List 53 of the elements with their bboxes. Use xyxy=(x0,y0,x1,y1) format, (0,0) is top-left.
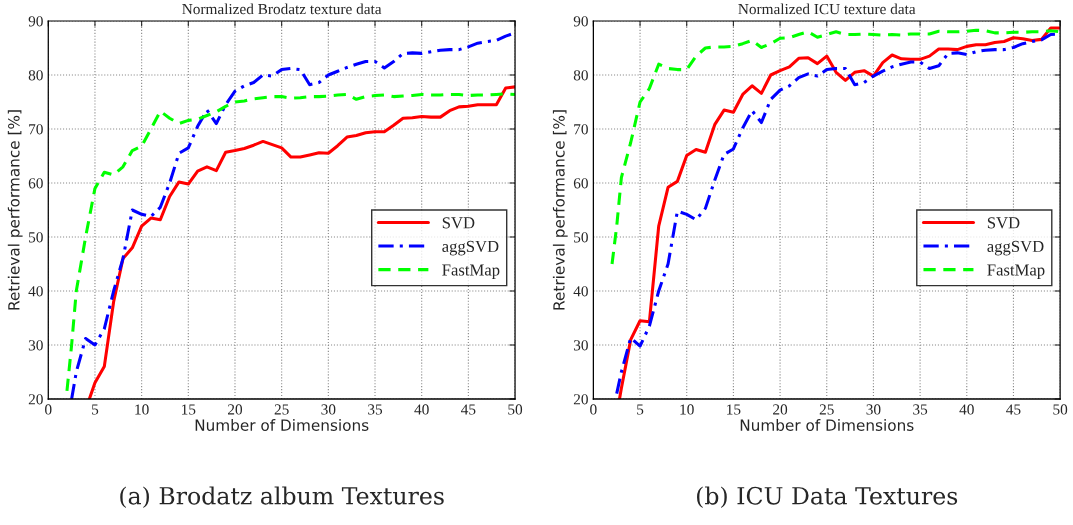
x-tick-label: 45 xyxy=(461,404,476,415)
x-tick-label: 40 xyxy=(959,404,974,415)
x-tick-label: 10 xyxy=(680,404,694,415)
x-tick-label: 0 xyxy=(590,404,597,415)
y-tick-label: 30 xyxy=(28,340,43,351)
y-axis-title: Retrieval performance [%] xyxy=(7,110,23,310)
x-tick-label: 10 xyxy=(135,404,149,415)
y-tick-label: 20 xyxy=(28,394,43,405)
y-tick-label: 50 xyxy=(574,232,588,243)
x-tick-label: 5 xyxy=(92,404,99,415)
y-tick-label: 60 xyxy=(28,178,43,189)
legend-label: FastMap xyxy=(442,264,500,279)
x-tick-label: 15 xyxy=(182,404,196,415)
x-tick-label: 20 xyxy=(228,404,243,415)
line-series xyxy=(610,28,1061,266)
y-tick-label: 80 xyxy=(28,70,43,81)
x-tick-label: 20 xyxy=(773,404,788,415)
x-tick-label: 35 xyxy=(368,404,383,415)
x-axis-title: Number of Dimensions xyxy=(195,419,369,431)
y-tick-label: 70 xyxy=(574,124,588,135)
chart-title: Normalized Brodatz texture data xyxy=(182,3,382,15)
x-axis-title: Number of Dimensions xyxy=(740,419,914,431)
y-tick-label: 60 xyxy=(573,178,588,189)
text: (a) Brodatz album Textures xyxy=(120,486,444,509)
y-axis-title: Retrieval performance [%] xyxy=(552,110,568,310)
x-tick-label: 30 xyxy=(321,404,336,415)
x-tick-label: 15 xyxy=(727,404,741,415)
x-tick-label: 40 xyxy=(414,404,429,415)
chart-title: Normalized ICU texture data xyxy=(738,3,916,15)
text: (b) ICU Data Textures xyxy=(697,486,958,509)
x-tick-label: 5 xyxy=(637,404,644,415)
x-tick-label: 25 xyxy=(274,404,289,415)
y-tick-label: 50 xyxy=(29,232,43,243)
y-tick-label: 40 xyxy=(573,286,588,297)
y-tick-label: 20 xyxy=(573,394,588,405)
x-tick-label: 50 xyxy=(1053,404,1068,415)
x-tick-label: 35 xyxy=(913,404,928,415)
x-tick-label: 25 xyxy=(819,404,834,415)
y-tick-label: 90 xyxy=(573,16,588,27)
x-tick-label: 45 xyxy=(1006,404,1021,415)
x-tick-label: 50 xyxy=(508,404,523,415)
legend-label: SVD xyxy=(987,217,1020,229)
y-tick-label: 80 xyxy=(573,70,588,81)
legend-label: aggSVD xyxy=(442,240,499,256)
legend-label: FastMap xyxy=(987,264,1045,279)
y-tick-label: 90 xyxy=(28,16,43,27)
y-tick-label: 70 xyxy=(29,124,43,135)
x-tick-label: 30 xyxy=(866,404,881,415)
y-tick-label: 40 xyxy=(28,286,43,297)
legend-label: aggSVD xyxy=(987,240,1044,256)
legend-label: SVD xyxy=(442,217,475,229)
y-tick-label: 30 xyxy=(573,340,588,351)
x-tick-label: 0 xyxy=(45,404,52,415)
